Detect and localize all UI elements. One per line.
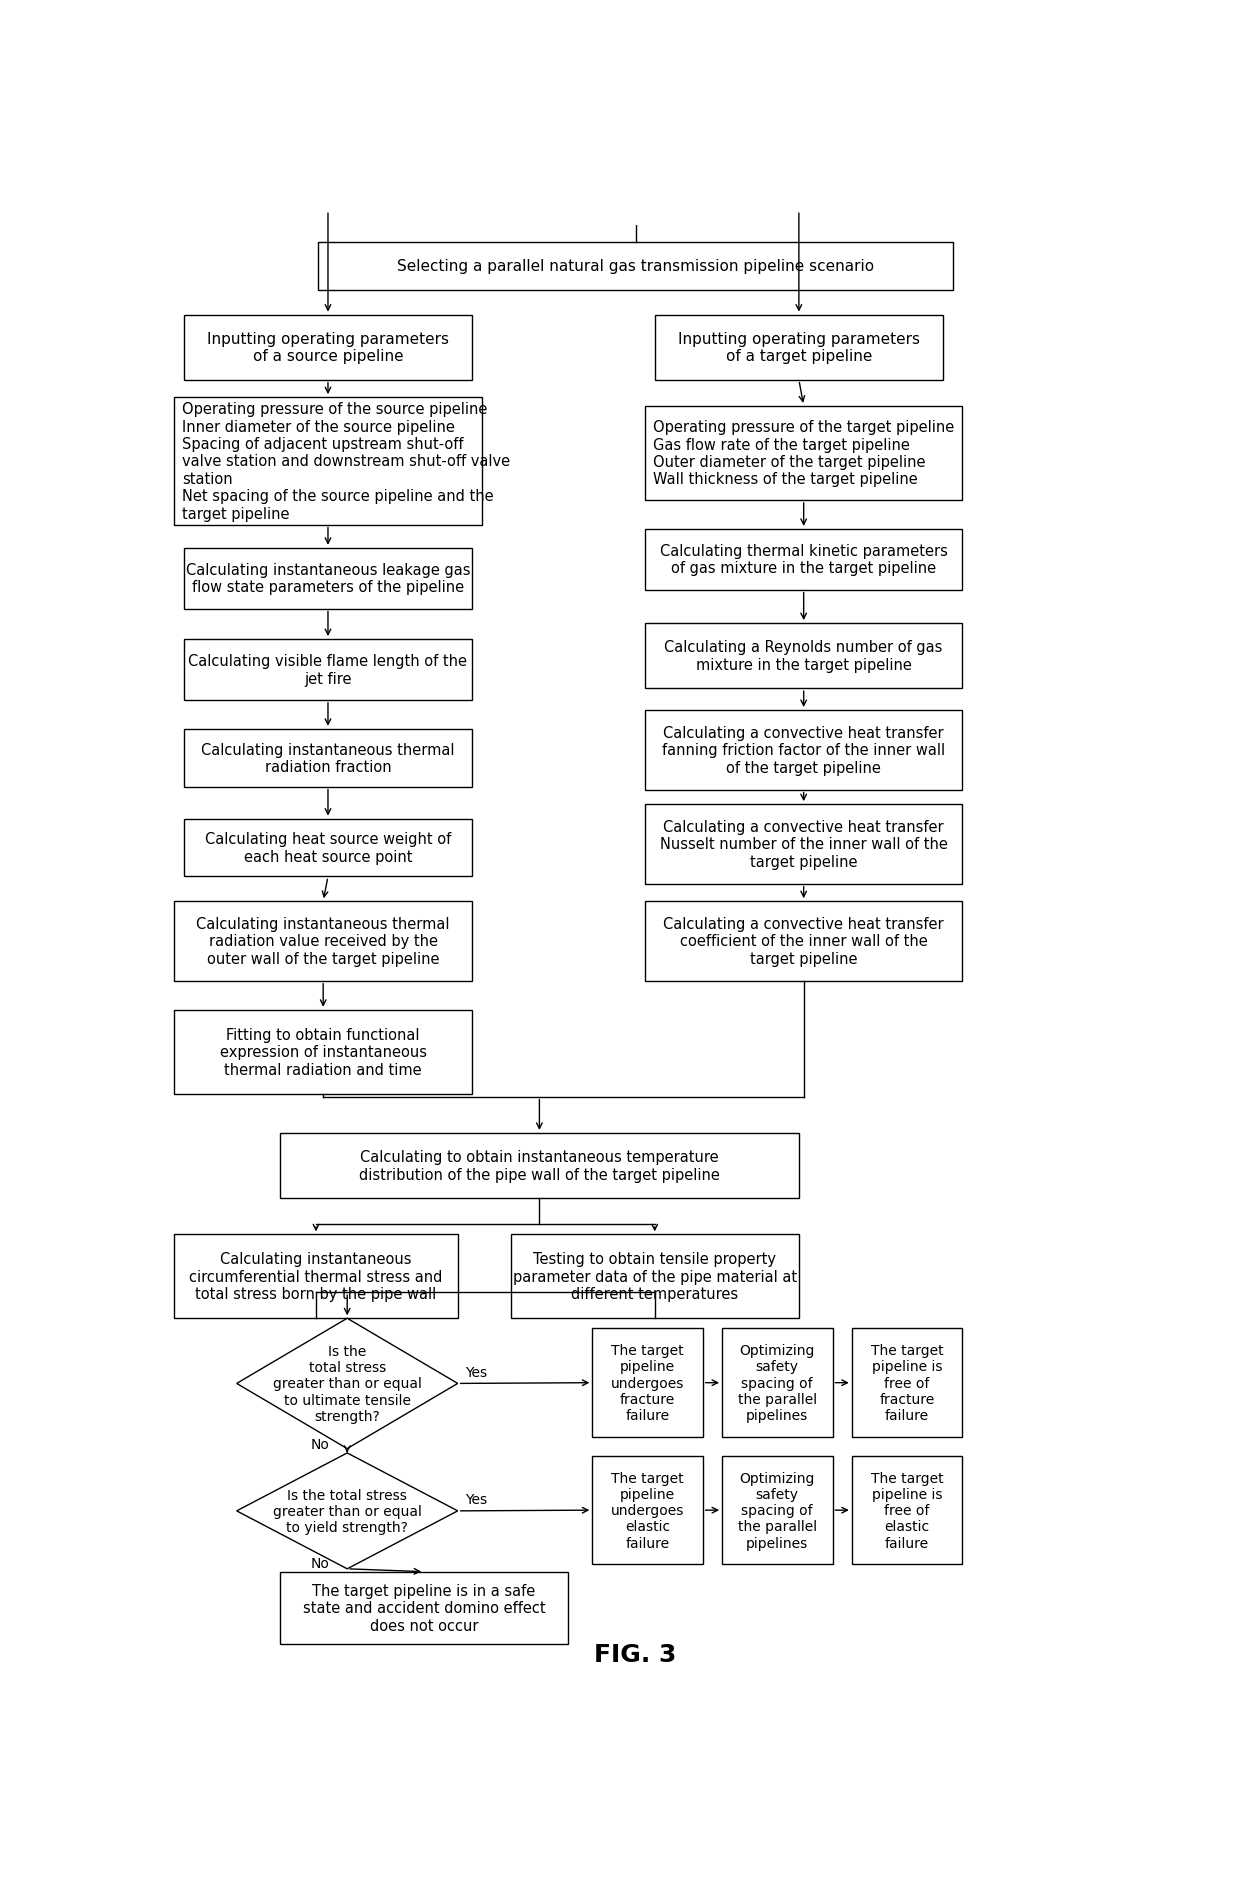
Text: The target
pipeline
undergoes
elastic
failure: The target pipeline undergoes elastic fa… xyxy=(611,1470,684,1549)
FancyBboxPatch shape xyxy=(184,549,472,609)
FancyBboxPatch shape xyxy=(174,902,472,981)
Text: Inputting operating parameters
of a source pipeline: Inputting operating parameters of a sour… xyxy=(207,331,449,365)
Text: No: No xyxy=(311,1436,330,1451)
Text: The target pipeline is in a safe
state and accident domino effect
does not occur: The target pipeline is in a safe state a… xyxy=(303,1583,546,1634)
FancyBboxPatch shape xyxy=(184,820,472,876)
Text: Calculating thermal kinetic parameters
of gas mixture in the target pipeline: Calculating thermal kinetic parameters o… xyxy=(660,543,947,575)
Text: Calculating a convective heat transfer
fanning friction factor of the inner wall: Calculating a convective heat transfer f… xyxy=(662,726,945,775)
Polygon shape xyxy=(237,1318,458,1449)
Text: Calculating instantaneous leakage gas
flow state parameters of the pipeline: Calculating instantaneous leakage gas fl… xyxy=(186,562,470,594)
FancyBboxPatch shape xyxy=(184,639,472,701)
Text: Calculating instantaneous
circumferential thermal stress and
total stress born b: Calculating instantaneous circumferentia… xyxy=(190,1252,443,1301)
Text: Optimizing
safety
spacing of
the parallel
pipelines: Optimizing safety spacing of the paralle… xyxy=(738,1344,817,1423)
Text: Inputting operating parameters
of a target pipeline: Inputting operating parameters of a targ… xyxy=(678,331,920,365)
Text: Operating pressure of the source pipeline
Inner diameter of the source pipeline
: Operating pressure of the source pipelin… xyxy=(182,402,510,521)
Text: The target
pipeline
undergoes
fracture
failure: The target pipeline undergoes fracture f… xyxy=(611,1344,684,1423)
FancyBboxPatch shape xyxy=(655,316,944,380)
FancyBboxPatch shape xyxy=(722,1329,832,1436)
FancyBboxPatch shape xyxy=(593,1455,703,1564)
FancyBboxPatch shape xyxy=(645,406,962,500)
FancyBboxPatch shape xyxy=(319,243,952,291)
Text: Is the
total stress
greater than or equal
to ultimate tensile
strength?: Is the total stress greater than or equa… xyxy=(273,1344,422,1423)
Text: Selecting a parallel natural gas transmission pipeline scenario: Selecting a parallel natural gas transmi… xyxy=(397,259,874,274)
FancyBboxPatch shape xyxy=(511,1235,799,1318)
FancyBboxPatch shape xyxy=(645,711,962,790)
Text: Is the total stress
greater than or equal
to yield strength?: Is the total stress greater than or equa… xyxy=(273,1487,422,1534)
Polygon shape xyxy=(237,1453,458,1570)
Text: Calculating a convective heat transfer
coefficient of the inner wall of the
targ: Calculating a convective heat transfer c… xyxy=(663,917,944,966)
FancyBboxPatch shape xyxy=(174,399,481,525)
FancyBboxPatch shape xyxy=(645,624,962,688)
Text: Yes: Yes xyxy=(465,1493,487,1506)
Text: Operating pressure of the target pipeline
Gas flow rate of the target pipeline
O: Operating pressure of the target pipelin… xyxy=(652,419,954,487)
Text: Calculating a convective heat transfer
Nusselt number of the inner wall of the
t: Calculating a convective heat transfer N… xyxy=(660,820,947,869)
Text: Calculating instantaneous thermal
radiation value received by the
outer wall of : Calculating instantaneous thermal radiat… xyxy=(196,917,450,966)
Text: Fitting to obtain functional
expression of instantaneous
thermal radiation and t: Fitting to obtain functional expression … xyxy=(219,1026,427,1077)
Text: Optimizing
safety
spacing of
the parallel
pipelines: Optimizing safety spacing of the paralle… xyxy=(738,1470,817,1549)
FancyBboxPatch shape xyxy=(184,729,472,788)
Text: Calculating instantaneous thermal
radiation fraction: Calculating instantaneous thermal radiat… xyxy=(201,743,455,775)
FancyBboxPatch shape xyxy=(593,1329,703,1436)
FancyBboxPatch shape xyxy=(174,1235,458,1318)
Text: The target
pipeline is
free of
elastic
failure: The target pipeline is free of elastic f… xyxy=(870,1470,944,1549)
FancyBboxPatch shape xyxy=(852,1455,962,1564)
Text: Calculating a Reynolds number of gas
mixture in the target pipeline: Calculating a Reynolds number of gas mix… xyxy=(665,639,942,673)
Text: FIG. 3: FIG. 3 xyxy=(594,1641,677,1666)
FancyBboxPatch shape xyxy=(645,805,962,884)
FancyBboxPatch shape xyxy=(852,1329,962,1436)
Text: Testing to obtain tensile property
parameter data of the pipe material at
differ: Testing to obtain tensile property param… xyxy=(512,1252,797,1301)
FancyBboxPatch shape xyxy=(280,1134,799,1198)
Text: Calculating to obtain instantaneous temperature
distribution of the pipe wall of: Calculating to obtain instantaneous temp… xyxy=(358,1151,720,1183)
Text: Calculating heat source weight of
each heat source point: Calculating heat source weight of each h… xyxy=(205,831,451,865)
FancyBboxPatch shape xyxy=(174,1010,472,1094)
Text: The target
pipeline is
free of
fracture
failure: The target pipeline is free of fracture … xyxy=(870,1344,944,1423)
FancyBboxPatch shape xyxy=(280,1572,568,1645)
FancyBboxPatch shape xyxy=(184,316,472,380)
Text: Calculating visible flame length of the
jet fire: Calculating visible flame length of the … xyxy=(188,654,467,686)
FancyBboxPatch shape xyxy=(722,1455,832,1564)
FancyBboxPatch shape xyxy=(645,530,962,590)
Text: Yes: Yes xyxy=(465,1365,487,1380)
Text: No: No xyxy=(311,1557,330,1570)
FancyBboxPatch shape xyxy=(645,902,962,981)
